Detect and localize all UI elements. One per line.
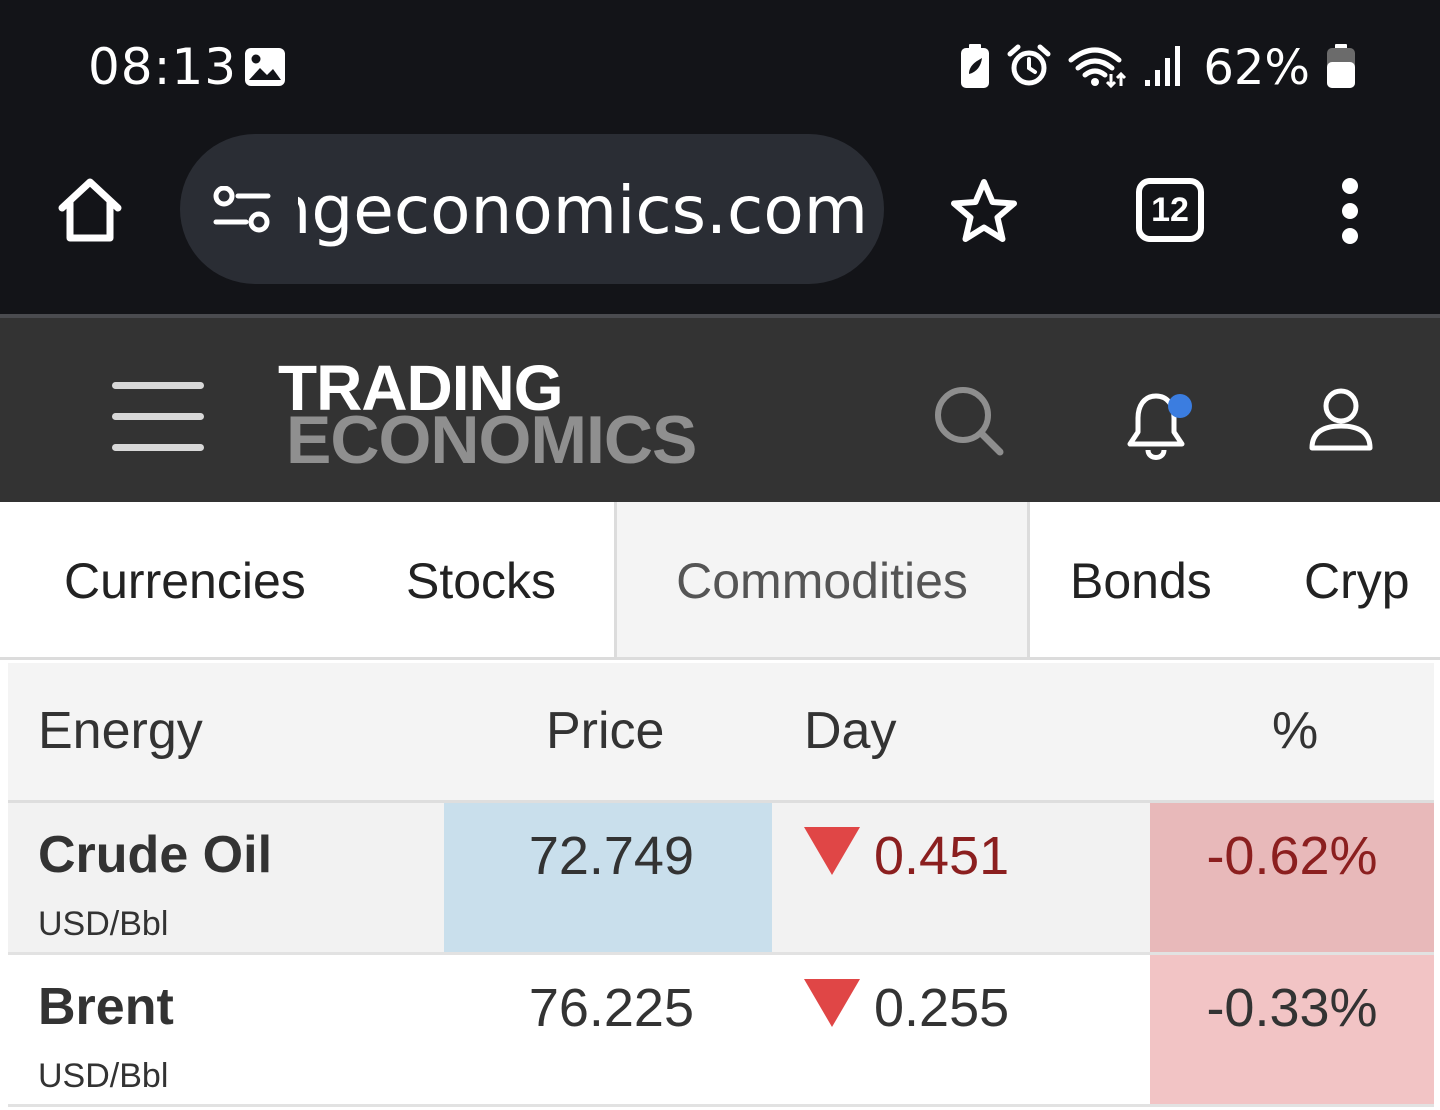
header-energy[interactable]: Energy	[38, 702, 203, 760]
logo-line2: ECONOMICS	[286, 402, 697, 478]
toolbar-divider	[0, 314, 1440, 318]
site-settings-icon[interactable]	[212, 185, 272, 240]
commodity-unit: USD/Bbl	[38, 905, 169, 943]
notification-dot	[1168, 394, 1192, 418]
browser-toolbar: ngeconomics.com 12	[0, 130, 1440, 314]
price-value: 72.749	[528, 826, 694, 886]
energy-table: Energy Price Day % Crude Oil USD/Bbl 72.…	[8, 663, 1434, 1107]
header-percent[interactable]: %	[1272, 702, 1319, 760]
battery-icon	[1326, 44, 1356, 92]
tab-crypto[interactable]: Cryp	[1304, 553, 1410, 609]
price-cell: 76.225	[444, 955, 772, 1104]
day-change-value: 0.451	[874, 826, 1010, 886]
percent-cell: -0.33%	[1150, 955, 1434, 1104]
down-arrow-icon	[804, 827, 860, 880]
tabs-icon[interactable]: 12	[1136, 178, 1204, 242]
site-header: TRADING ECONOMICS	[0, 318, 1440, 502]
table-row[interactable]: Crude Oil USD/Bbl 72.749 0.451 -0.62%	[8, 803, 1434, 955]
percent-change-value: -0.33%	[1206, 978, 1378, 1038]
commodity-name[interactable]: Brent	[38, 978, 174, 1036]
alarm-icon	[1007, 44, 1051, 92]
url-text[interactable]: ngeconomics.com	[298, 172, 868, 249]
price-cell: 72.749	[444, 803, 772, 952]
site-logo[interactable]: TRADING ECONOMICS	[278, 352, 697, 478]
user-icon[interactable]	[1308, 388, 1374, 458]
header-price[interactable]: Price	[546, 702, 665, 760]
search-icon[interactable]	[932, 384, 1006, 462]
home-icon[interactable]	[54, 174, 126, 250]
tab-bonds[interactable]: Bonds	[1070, 553, 1212, 609]
category-tabs: Currencies Stocks Commodities Bonds Cryp	[0, 502, 1440, 660]
status-icons: 62%	[943, 40, 1356, 96]
price-value: 76.225	[528, 978, 694, 1038]
day-cell: 0.255	[772, 955, 1148, 1104]
tab-currencies[interactable]: Currencies	[64, 553, 306, 609]
status-bar: 08:13	[0, 0, 1440, 130]
battery-percent: 62%	[1203, 40, 1310, 96]
table-header: Energy Price Day %	[8, 663, 1434, 803]
header-day[interactable]: Day	[804, 702, 897, 760]
commodity-unit: USD/Bbl	[38, 1057, 169, 1095]
day-cell: 0.451	[772, 803, 1148, 952]
more-vert-icon[interactable]	[1336, 178, 1364, 248]
signal-icon	[1143, 44, 1183, 92]
down-arrow-icon	[804, 979, 860, 1032]
star-icon[interactable]	[948, 176, 1020, 252]
commodity-name[interactable]: Crude Oil	[38, 826, 273, 884]
table-row[interactable]: Brent USD/Bbl 76.225 0.255 -0.33%	[8, 955, 1434, 1107]
percent-cell: -0.62%	[1150, 803, 1434, 952]
bell-icon[interactable]	[1124, 388, 1194, 468]
tab-stocks[interactable]: Stocks	[406, 553, 557, 609]
battery-saver-icon	[959, 44, 991, 92]
hamburger-icon[interactable]	[112, 382, 204, 456]
address-bar[interactable]: ngeconomics.com	[180, 134, 884, 284]
gallery-icon	[243, 46, 287, 92]
percent-change-value: -0.62%	[1206, 826, 1378, 886]
status-time: 08:13	[88, 38, 238, 96]
tab-commodities[interactable]: Commodities	[614, 502, 1030, 657]
logo-line1: TRADING	[278, 352, 564, 424]
wifi-icon	[1067, 44, 1127, 92]
day-change-value: 0.255	[874, 978, 1010, 1038]
